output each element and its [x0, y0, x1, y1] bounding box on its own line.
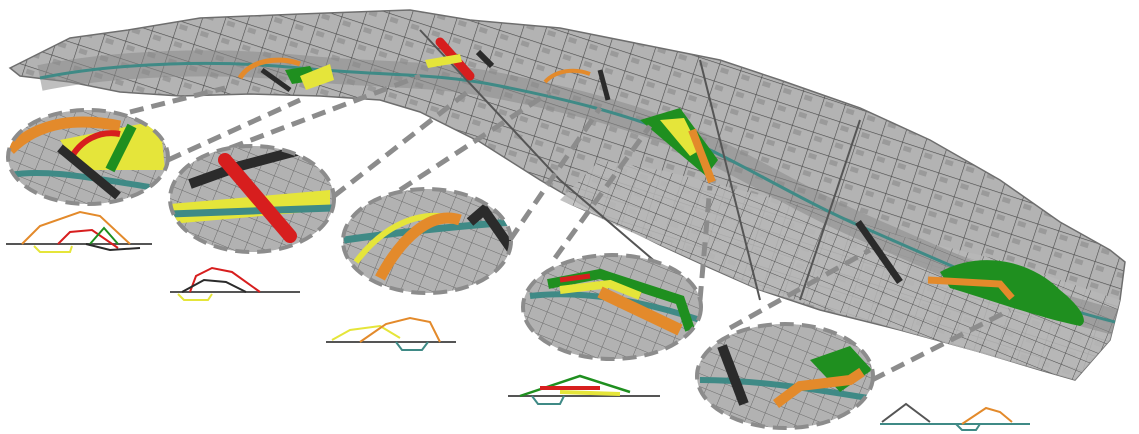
callout-2: [168, 144, 336, 254]
callout-3: [341, 187, 513, 295]
map-orange-bridge-1: [237, 57, 301, 80]
section-profile-3: [326, 316, 456, 351]
section-profile-5: [880, 402, 1030, 431]
map-yellow-1: [300, 64, 334, 90]
highway-2: [699, 59, 761, 301]
map-black-1: [260, 67, 292, 93]
section-profile-4: [508, 374, 660, 405]
callout-connectors: [129, 73, 1012, 383]
callout-5: [695, 322, 875, 430]
map-black-3: [597, 69, 611, 101]
map-black-2: [475, 49, 495, 69]
map-orange-bridge-2: [543, 68, 591, 84]
map-black-4: [855, 219, 903, 285]
callout-4: [521, 253, 703, 361]
map-yellow-3: [660, 118, 700, 156]
map-orange-bridge-3: [688, 128, 716, 184]
section-profile-1: [6, 210, 152, 253]
map-orange-bridge-4: [927, 276, 1015, 301]
section-profile-2: [170, 266, 300, 301]
highway-3: [799, 119, 861, 301]
map-yellow-2: [425, 54, 462, 68]
callout-1: [6, 108, 170, 206]
